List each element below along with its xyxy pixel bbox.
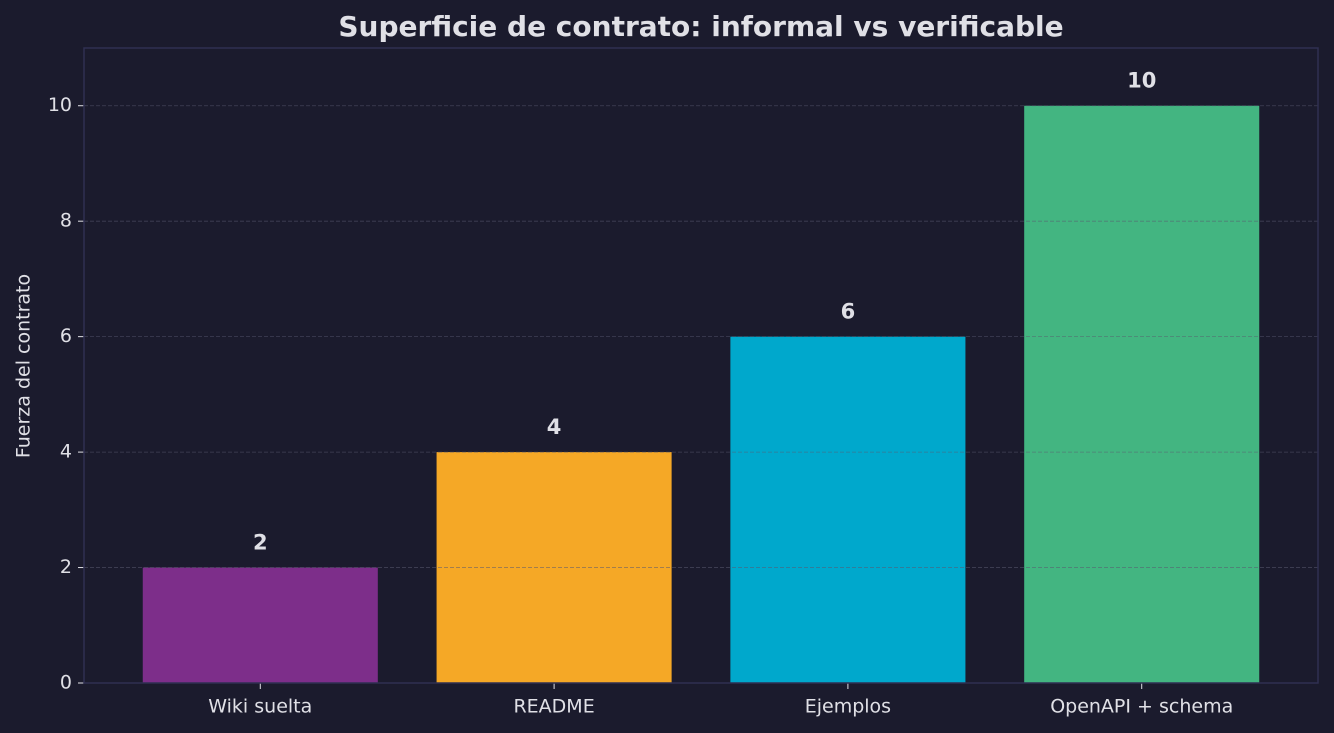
x-tick-label: OpenAPI + schema: [1050, 696, 1233, 718]
value-label: 2: [253, 531, 268, 555]
x-tick-label: README: [513, 696, 594, 718]
chart-title: Superficie de contrato: informal vs veri…: [338, 10, 1063, 43]
x-tick-label: Wiki suelta: [208, 696, 312, 718]
y-tick-label: 8: [60, 210, 72, 232]
bar: [1024, 105, 1260, 683]
value-label: 4: [547, 415, 562, 439]
bar: [142, 567, 378, 683]
y-tick-label: 10: [48, 94, 72, 116]
y-axis-label: Fuerza del contrato: [13, 274, 35, 458]
y-tick-label: 4: [60, 441, 72, 463]
x-tick-label: Ejemplos: [805, 696, 891, 718]
y-tick-label: 6: [60, 325, 72, 347]
bar: [730, 336, 966, 683]
plot-frame: [83, 47, 1319, 684]
value-label: 10: [1127, 69, 1156, 93]
y-tick-label: 2: [60, 556, 72, 578]
y-tick-label: 0: [60, 672, 72, 694]
value-label: 6: [841, 300, 856, 324]
